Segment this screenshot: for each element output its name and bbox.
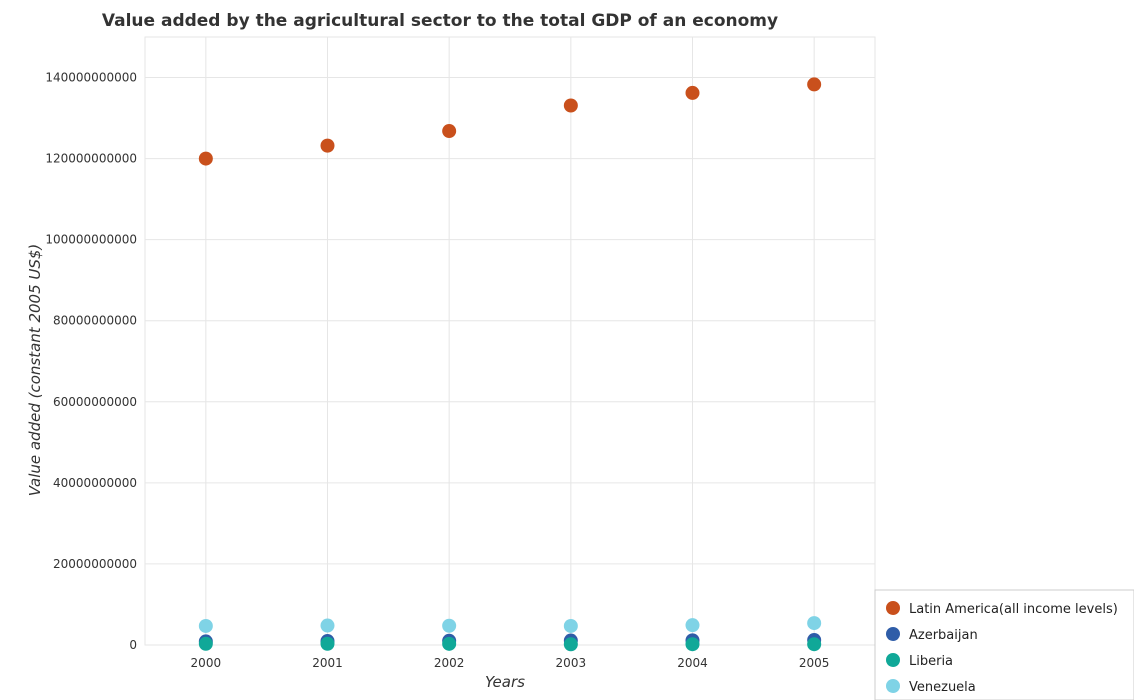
point-latin-america-all-income-levels bbox=[442, 124, 457, 139]
point-venezuela bbox=[442, 618, 457, 633]
legend-marker-azerbaijan bbox=[886, 627, 900, 641]
point-venezuela bbox=[563, 618, 578, 633]
point-latin-america-all-income-levels bbox=[320, 138, 335, 153]
point-liberia bbox=[807, 637, 822, 652]
data-points bbox=[198, 77, 822, 652]
legend-box bbox=[874, 589, 1134, 700]
legend-label-liberia: Liberia bbox=[909, 654, 953, 669]
plot-area bbox=[144, 36, 876, 646]
point-liberia bbox=[442, 636, 457, 651]
point-liberia bbox=[198, 636, 213, 651]
point-venezuela bbox=[807, 616, 822, 631]
point-liberia bbox=[320, 636, 335, 651]
legend-label-azerbaijan: Azerbaijan bbox=[909, 628, 978, 643]
grid-lines bbox=[144, 36, 876, 646]
x-axis-label: Years bbox=[485, 673, 525, 691]
y-tick-label: 140000000000 bbox=[45, 71, 137, 85]
point-liberia bbox=[563, 637, 578, 652]
point-latin-america-all-income-levels bbox=[198, 151, 213, 166]
y-tick-label: 20000000000 bbox=[53, 557, 137, 571]
x-tick-label: 2000 bbox=[191, 656, 222, 670]
chart-title: Value added by the agricultural sector t… bbox=[102, 11, 778, 31]
y-tick-label: 40000000000 bbox=[53, 476, 137, 490]
y-tick-label: 120000000000 bbox=[45, 152, 137, 166]
x-tick-label: 2005 bbox=[799, 656, 830, 670]
point-venezuela bbox=[685, 618, 700, 633]
x-tick-label: 2002 bbox=[434, 656, 465, 670]
y-axis-ticks: 0 20000000000 40000000000 60000000000 800000… bbox=[45, 71, 137, 652]
y-tick-label: 100000000000 bbox=[45, 233, 137, 247]
y-tick-label: 0 bbox=[129, 638, 137, 652]
y-tick-label: 60000000000 bbox=[53, 395, 137, 409]
point-liberia bbox=[685, 637, 700, 652]
point-latin-america-all-income-levels bbox=[685, 85, 700, 100]
legend: Latin America(all income levels) Azerbaij… bbox=[874, 589, 1134, 700]
point-venezuela bbox=[198, 618, 213, 633]
point-latin-america-all-income-levels bbox=[563, 98, 578, 113]
x-axis-ticks: 2000 2001 2002 2003 2004 2005 bbox=[191, 656, 830, 670]
point-latin-america-all-income-levels bbox=[807, 77, 822, 92]
x-tick-label: 2001 bbox=[312, 656, 343, 670]
y-tick-label: 80000000000 bbox=[53, 314, 137, 328]
legend-label-venezuela: Venezuela bbox=[909, 680, 976, 695]
x-tick-label: 2004 bbox=[677, 656, 708, 670]
y-axis-label: Value added (constant 2005 US$) bbox=[26, 244, 44, 497]
point-venezuela bbox=[320, 618, 335, 633]
legend-marker-latin-america-all-income-levels bbox=[886, 601, 900, 615]
legend-marker-liberia bbox=[886, 653, 900, 667]
legend-label-latin-america-all-income-levels: Latin America(all income levels) bbox=[909, 602, 1118, 617]
legend-marker-venezuela bbox=[886, 679, 900, 693]
x-tick-label: 2003 bbox=[556, 656, 587, 670]
